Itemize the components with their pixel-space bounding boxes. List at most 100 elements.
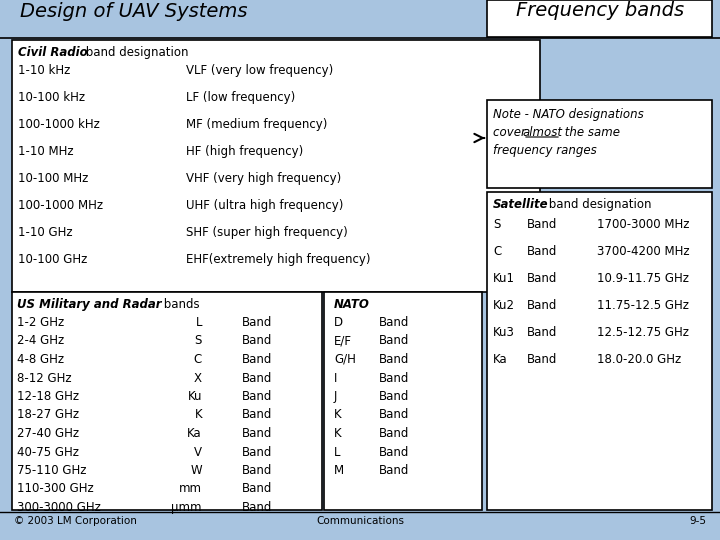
Text: Note - NATO designations: Note - NATO designations [493, 108, 644, 121]
Text: 1-2 GHz: 1-2 GHz [17, 316, 64, 329]
Text: Band: Band [379, 316, 410, 329]
Text: Band: Band [242, 316, 272, 329]
Text: Band: Band [379, 446, 410, 458]
Text: 4-8 GHz: 4-8 GHz [17, 353, 64, 366]
Text: 1700-3000 MHz: 1700-3000 MHz [597, 218, 690, 231]
Text: UHF (ultra high frequency): UHF (ultra high frequency) [186, 199, 343, 212]
Text: Ku2: Ku2 [493, 299, 515, 312]
Text: Band: Band [242, 427, 272, 440]
Text: V: V [194, 446, 202, 458]
Text: MF (medium frequency): MF (medium frequency) [186, 118, 328, 131]
Text: 10-100 kHz: 10-100 kHz [18, 91, 85, 104]
Bar [487, 100, 712, 188]
Text: K: K [334, 427, 341, 440]
Text: © 2003 LM Corporation: © 2003 LM Corporation [14, 516, 137, 526]
Text: D: D [334, 316, 343, 329]
Bar [324, 292, 482, 510]
Text: VHF (very high frequency): VHF (very high frequency) [186, 172, 341, 185]
Text: Ka: Ka [493, 353, 508, 366]
Text: Civil Radio: Civil Radio [18, 46, 88, 59]
Text: K: K [194, 408, 202, 422]
Text: US Military and Radar: US Military and Radar [17, 298, 161, 311]
Text: 18.0-20.0 GHz: 18.0-20.0 GHz [597, 353, 681, 366]
Text: 11.75-12.5 GHz: 11.75-12.5 GHz [597, 299, 689, 312]
Text: C: C [194, 353, 202, 366]
Text: 100-1000 MHz: 100-1000 MHz [18, 199, 103, 212]
Text: 10-100 GHz: 10-100 GHz [18, 253, 87, 266]
Text: E/F: E/F [334, 334, 352, 348]
Text: Band: Band [242, 464, 272, 477]
Text: 1-10 kHz: 1-10 kHz [18, 64, 71, 77]
Text: Band: Band [379, 334, 410, 348]
Text: Ka: Ka [187, 427, 202, 440]
Text: Band: Band [379, 390, 410, 403]
Text: frequency ranges: frequency ranges [493, 144, 597, 157]
Text: L: L [334, 446, 341, 458]
Text: Band: Band [527, 353, 557, 366]
Text: band designation: band designation [545, 198, 652, 211]
Text: I: I [334, 372, 338, 384]
Text: S: S [493, 218, 500, 231]
Text: W: W [190, 464, 202, 477]
Text: K: K [334, 408, 341, 422]
Text: cover: cover [493, 126, 530, 139]
Text: Design of UAV Systems: Design of UAV Systems [20, 2, 248, 21]
Text: S: S [194, 334, 202, 348]
Text: 300-3000 GHz: 300-3000 GHz [17, 501, 101, 514]
Text: Band: Band [379, 427, 410, 440]
Text: 110-300 GHz: 110-300 GHz [17, 483, 94, 496]
Text: Band: Band [527, 218, 557, 231]
Text: C: C [493, 245, 501, 258]
Text: LF (low frequency): LF (low frequency) [186, 91, 295, 104]
Text: Band: Band [242, 408, 272, 422]
Text: Ku3: Ku3 [493, 326, 515, 339]
Text: Band: Band [379, 464, 410, 477]
Text: NATO: NATO [334, 298, 370, 311]
Text: Band: Band [379, 353, 410, 366]
Text: SHF (super high frequency): SHF (super high frequency) [186, 226, 348, 239]
Text: 10.9-11.75 GHz: 10.9-11.75 GHz [597, 272, 689, 285]
Text: 12.5-12.75 GHz: 12.5-12.75 GHz [597, 326, 689, 339]
Text: 3700-4200 MHz: 3700-4200 MHz [597, 245, 690, 258]
Text: Band: Band [527, 272, 557, 285]
Text: X: X [194, 372, 202, 384]
Bar [12, 40, 540, 292]
Text: VLF (very low frequency): VLF (very low frequency) [186, 64, 333, 77]
Text: Ku: Ku [187, 390, 202, 403]
Text: J: J [334, 390, 338, 403]
Text: Frequency bands: Frequency bands [516, 1, 684, 20]
Text: HF (high frequency): HF (high frequency) [186, 145, 303, 158]
Text: EHF(extremely high frequency): EHF(extremely high frequency) [186, 253, 371, 266]
Text: Band: Band [242, 501, 272, 514]
Text: Band: Band [242, 353, 272, 366]
Text: Band: Band [527, 245, 557, 258]
Text: 12-18 GHz: 12-18 GHz [17, 390, 79, 403]
Text: 1-10 MHz: 1-10 MHz [18, 145, 73, 158]
Text: μmm: μmm [171, 501, 202, 514]
Text: 40-75 GHz: 40-75 GHz [17, 446, 79, 458]
Text: Band: Band [379, 408, 410, 422]
Text: Band: Band [527, 326, 557, 339]
Text: Band: Band [527, 299, 557, 312]
Text: 9-5: 9-5 [689, 516, 706, 526]
Text: Band: Band [379, 372, 410, 384]
Text: Ku1: Ku1 [493, 272, 515, 285]
Text: 27-40 GHz: 27-40 GHz [17, 427, 79, 440]
Text: Communications: Communications [316, 516, 404, 526]
Text: Band: Band [242, 372, 272, 384]
Text: Band: Band [242, 483, 272, 496]
Text: almost: almost [523, 126, 563, 139]
Text: bands: bands [160, 298, 199, 311]
Text: Band: Band [242, 446, 272, 458]
Bar [487, 0, 712, 37]
Text: 100-1000 kHz: 100-1000 kHz [18, 118, 100, 131]
Text: 1-10 GHz: 1-10 GHz [18, 226, 73, 239]
Text: L: L [196, 316, 202, 329]
Text: band designation: band designation [82, 46, 189, 59]
Text: the same: the same [561, 126, 620, 139]
Text: G/H: G/H [334, 353, 356, 366]
Text: Band: Band [242, 390, 272, 403]
Text: 2-4 GHz: 2-4 GHz [17, 334, 64, 348]
Text: 8-12 GHz: 8-12 GHz [17, 372, 71, 384]
Text: 75-110 GHz: 75-110 GHz [17, 464, 86, 477]
